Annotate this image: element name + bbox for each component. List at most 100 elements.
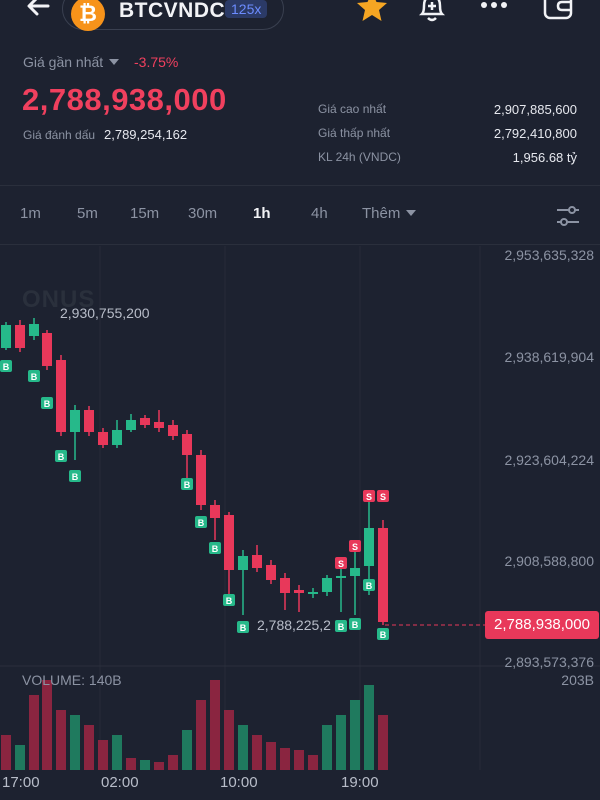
x-tick-label: 02:00 [101, 774, 139, 791]
volume-bar [210, 680, 220, 770]
volume-bar [140, 760, 150, 770]
buy-marker [237, 621, 249, 633]
interval-15m[interactable]: 15m [130, 205, 160, 222]
candle-body [112, 430, 122, 445]
candle-body [29, 324, 39, 336]
buy-marker [181, 478, 193, 490]
marker-label: S [338, 559, 344, 569]
volume-label: VOLUME: 140B [22, 672, 122, 688]
star-icon[interactable] [354, 0, 390, 26]
volume-bar [182, 730, 192, 770]
candle-body [15, 325, 25, 348]
caret-down-icon [109, 59, 120, 65]
candle-body [140, 418, 150, 425]
buy-marker [377, 628, 389, 640]
y-tick-label: 2,908,588,800 [504, 553, 594, 569]
buy-marker [195, 516, 207, 528]
volume-bar [308, 755, 318, 770]
volume-bar [15, 745, 25, 770]
marker-label: B [240, 623, 247, 633]
more-label: Thêm [362, 205, 401, 222]
buy-marker [223, 594, 235, 606]
volume-bar [266, 742, 276, 770]
volume-24h-label: KL 24h (VNDC) [318, 150, 401, 164]
marker-label: B [366, 581, 373, 591]
buy-marker [55, 450, 67, 462]
interval-30m[interactable]: 30m [188, 205, 218, 222]
wallet-icon[interactable] [540, 0, 576, 26]
leverage-badge: 125x [225, 0, 268, 18]
x-tick-label: 19:00 [341, 774, 379, 791]
top-bar: ₿ BTCVNDC 125x [0, 0, 600, 31]
chart-settings-icon[interactable] [555, 205, 581, 227]
buy-marker [209, 542, 221, 554]
interval-1h[interactable]: 1h [253, 205, 271, 222]
marker-label: B [31, 372, 38, 382]
volume-bar [378, 715, 388, 770]
mark-price-label: Giá đánh dấu [23, 128, 96, 142]
price-change: -3.75% [134, 54, 179, 70]
volume-bar [168, 755, 178, 770]
marker-label: B [380, 630, 387, 640]
last-price-selector[interactable]: Giá gần nhất [23, 54, 120, 70]
volume-24h-value: 1,956.68 tỷ [512, 150, 577, 165]
last-price-label: Giá gần nhất [23, 54, 104, 70]
caret-down-icon [406, 210, 417, 216]
high-annotation: 2,930,755,200 [60, 305, 150, 321]
volume-bar [350, 700, 360, 770]
volume-bar [42, 680, 52, 770]
interval-1m[interactable]: 1m [20, 205, 41, 222]
volume-bar [280, 748, 290, 770]
buy-marker [69, 470, 81, 482]
marker-label: B [198, 518, 205, 528]
sell-marker [349, 540, 361, 552]
sell-marker [335, 557, 347, 569]
y-tick-label: 2,923,604,224 [504, 452, 594, 468]
volume-bar [126, 758, 136, 770]
candle-body [84, 410, 94, 432]
volume-bar [154, 762, 164, 770]
volume-bar [112, 735, 122, 770]
interval-5m[interactable]: 5m [77, 205, 98, 222]
volume-bar [84, 725, 94, 770]
low-label: Giá thấp nhất [318, 126, 391, 140]
candle-body [378, 528, 388, 622]
candle-body [322, 578, 332, 592]
high-value: 2,907,885,600 [493, 102, 577, 117]
volume-bar [196, 700, 206, 770]
volume-bar [238, 725, 248, 770]
bell-add-icon[interactable] [414, 0, 450, 26]
low-value: 2,792,410,800 [493, 126, 577, 141]
candle-body [308, 592, 318, 594]
x-tick-label: 17:00 [2, 774, 40, 791]
volume-bar [56, 710, 66, 770]
divider [0, 185, 600, 186]
candle-body [294, 590, 304, 593]
sell-marker [377, 490, 389, 502]
more-icon[interactable] [476, 0, 512, 26]
high-label: Giá cao nhất [318, 102, 387, 116]
pair-name: BTCVNDC [119, 0, 226, 22]
volume-bar [224, 710, 234, 770]
volume-bar [294, 750, 304, 770]
buy-marker [0, 360, 12, 372]
volume-bar [29, 695, 39, 770]
interval-4h[interactable]: 4h [311, 205, 328, 222]
buy-marker [363, 579, 375, 591]
x-tick-label: 10:00 [220, 774, 258, 791]
sell-marker [363, 490, 375, 502]
back-arrow-icon[interactable] [22, 0, 54, 26]
marker-label: B [3, 362, 10, 372]
divider [0, 244, 600, 245]
y-tick-label: 2,953,635,328 [504, 247, 594, 263]
last-price: 2,788,938,000 [22, 82, 227, 117]
candle-body [210, 505, 220, 518]
candle-body [280, 578, 290, 593]
marker-label: B [58, 452, 65, 462]
interval-more[interactable]: Thêm [362, 205, 417, 222]
candle-body [98, 432, 108, 445]
candle-body [252, 555, 262, 568]
low-annotation: 2,788,225,2 [257, 617, 331, 633]
buy-marker [41, 397, 53, 409]
